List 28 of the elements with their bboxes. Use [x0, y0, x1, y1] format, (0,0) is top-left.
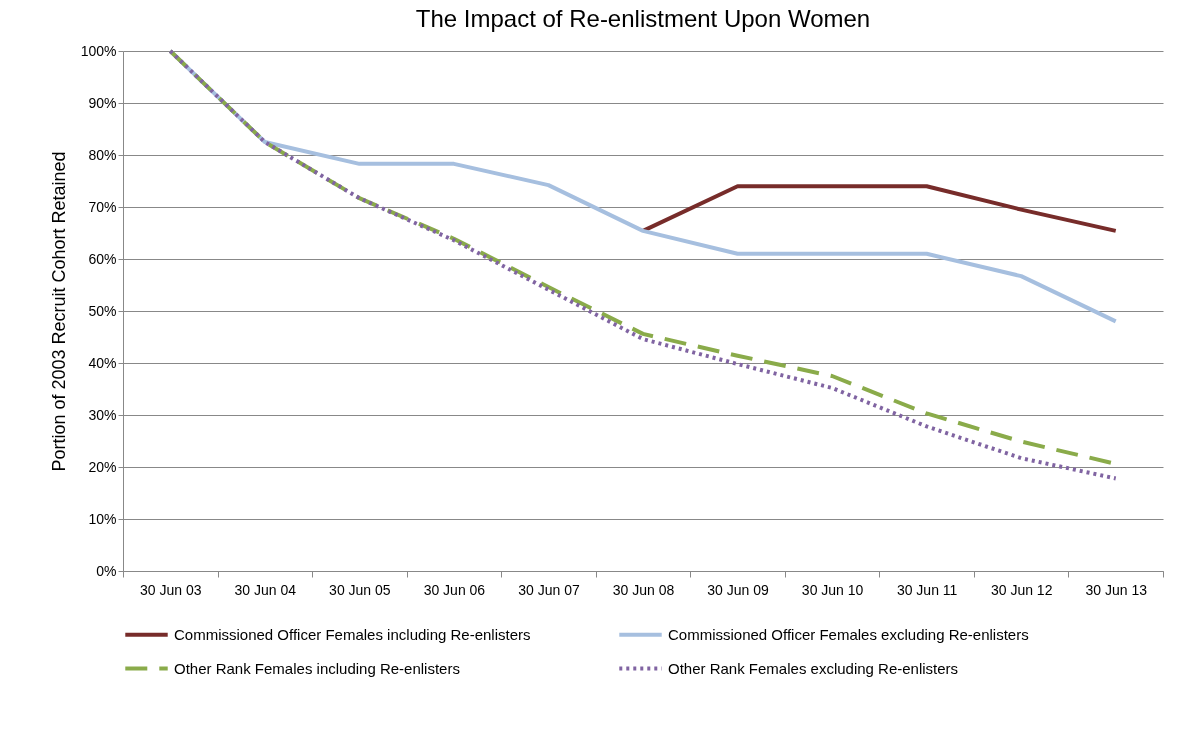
y-tick-label: 30% — [88, 406, 117, 423]
y-axis-title: Portion of 2003 Recruit Cohort Retained — [48, 151, 69, 472]
legend-label: Other Rank Females excluding Re-enlisters — [668, 659, 959, 677]
x-tick-label: 30 Jun 10 — [801, 581, 864, 598]
y-tick-label: 90% — [88, 94, 117, 111]
y-tick-label: 100% — [80, 42, 117, 59]
x-tick-label: 30 Jun 13 — [1085, 581, 1148, 598]
y-tick-label: 0% — [96, 562, 117, 579]
y-tick-label: 60% — [88, 250, 117, 267]
x-tick-label: 30 Jun 11 — [896, 581, 958, 598]
x-tick-label: 30 Jun 03 — [140, 581, 202, 598]
y-tick-label: 50% — [88, 302, 117, 319]
y-tick-label: 40% — [88, 354, 117, 371]
y-tick-label: 80% — [88, 146, 117, 163]
legend-label: Commissioned Officer Females excluding Re-enlisters — [668, 625, 1029, 643]
x-tick-label: 30 Jun 07 — [518, 581, 580, 598]
y-tick-label: 70% — [88, 198, 117, 215]
y-tick-label: 20% — [88, 458, 117, 475]
x-tick-label: 30 Jun 12 — [990, 581, 1053, 598]
x-tick-label: 30 Jun 06 — [423, 581, 486, 598]
legend-label: Commissioned Officer Females including Re-enlisters — [174, 625, 531, 643]
x-tick-label: 30 Jun 09 — [707, 581, 770, 598]
x-tick-label: 30 Jun 08 — [612, 581, 675, 598]
legend-label: Other Rank Females including Re-enlisters — [174, 659, 460, 677]
y-tick-label: 10% — [88, 510, 117, 527]
x-tick-label: 30 Jun 05 — [329, 581, 391, 598]
chart-title: The Impact of Re-enlistment Upon Women — [415, 5, 871, 32]
x-tick-label: 30 Jun 04 — [234, 581, 297, 598]
